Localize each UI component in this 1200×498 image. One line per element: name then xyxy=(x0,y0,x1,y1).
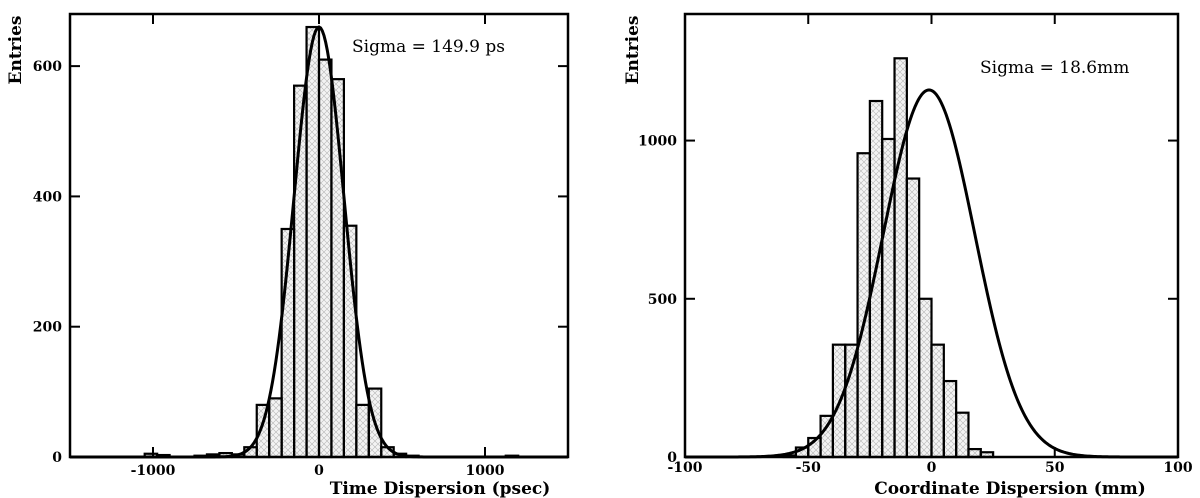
y-tick-label: 0 xyxy=(667,450,677,466)
x-tick-label: 1000 xyxy=(466,463,505,479)
y-tick-label: 0 xyxy=(52,450,62,466)
x-tick-label: -100 xyxy=(667,460,702,476)
y-tick-label: 400 xyxy=(33,189,62,205)
sigma-annotation: Sigma = 18.6mm xyxy=(980,58,1129,78)
x-axis-label: Time Dispersion (psec) xyxy=(330,479,551,498)
x-axis-label: Coordinate Dispersion (mm) xyxy=(874,479,1146,498)
y-tick-label: 200 xyxy=(33,320,62,336)
y-axis-label: Entries xyxy=(623,16,643,85)
x-tick-label: 0 xyxy=(314,463,324,479)
x-tick-label: -1000 xyxy=(131,463,176,479)
y-tick-label: 1000 xyxy=(638,134,677,150)
x-tick-label: -50 xyxy=(796,460,822,476)
x-tick-label: 50 xyxy=(1045,460,1065,476)
coordinate-dispersion-panel: 0 500 1000 -100 -50 0 50 100 Entries Coordinate D… xyxy=(623,12,1193,498)
y-tick-label: 500 xyxy=(648,292,677,308)
sigma-annotation: Sigma = 149.9 ps xyxy=(352,37,505,57)
y-axis-label: Entries xyxy=(6,16,26,85)
x-tick-label: 0 xyxy=(927,460,937,476)
time-dispersion-panel: 0 200 400 600 -1000 0 1000 Entries Time Dispersi… xyxy=(6,12,570,498)
x-tick-label: 100 xyxy=(1163,460,1192,476)
y-tick-label: 600 xyxy=(33,59,62,75)
